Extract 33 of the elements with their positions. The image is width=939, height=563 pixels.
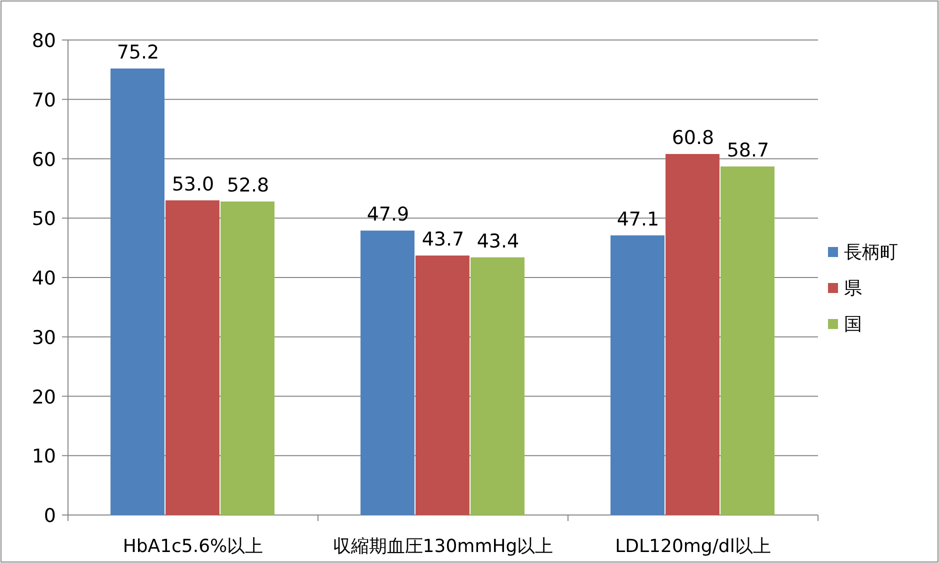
x-tick-label: LDL120mg/dl以上 bbox=[615, 536, 771, 557]
y-tick-label: 40 bbox=[32, 268, 56, 290]
bar bbox=[470, 257, 524, 515]
data-label: 43.7 bbox=[422, 228, 464, 251]
bar bbox=[720, 166, 774, 515]
y-tick-label: 60 bbox=[32, 148, 56, 171]
legend-label: 国 bbox=[844, 314, 862, 335]
data-label: 53.0 bbox=[172, 173, 214, 196]
data-label: 47.1 bbox=[616, 208, 660, 230]
y-tick-label: 20 bbox=[32, 386, 56, 408]
y-tick-label: 70 bbox=[32, 89, 56, 112]
y-tick-label: 80 bbox=[32, 30, 56, 52]
bar bbox=[666, 154, 720, 515]
data-label: 52.8 bbox=[226, 174, 270, 196]
y-tick-label: 0 bbox=[44, 505, 56, 527]
data-label: 58.7 bbox=[726, 139, 770, 162]
x-tick-label: HbA1c5.6%以上 bbox=[122, 536, 264, 557]
bar bbox=[220, 202, 274, 515]
y-tick-label: 30 bbox=[32, 326, 56, 349]
data-label: 43.4 bbox=[476, 230, 520, 252]
data-label: 75.2 bbox=[116, 42, 160, 64]
bar bbox=[416, 256, 470, 515]
y-tick-label: 10 bbox=[32, 446, 56, 468]
data-label: 47.9 bbox=[366, 204, 410, 226]
legend-label: 長柄町 bbox=[844, 242, 898, 263]
bar bbox=[166, 200, 220, 515]
bar bbox=[360, 230, 414, 515]
bar bbox=[110, 68, 164, 515]
data-label: 60.8 bbox=[672, 127, 714, 149]
x-tick-label: 収縮期血圧130mmHg以上 bbox=[332, 536, 554, 557]
legend-label: 県 bbox=[844, 278, 862, 299]
bar bbox=[610, 235, 664, 515]
y-tick-label: 50 bbox=[32, 208, 56, 230]
